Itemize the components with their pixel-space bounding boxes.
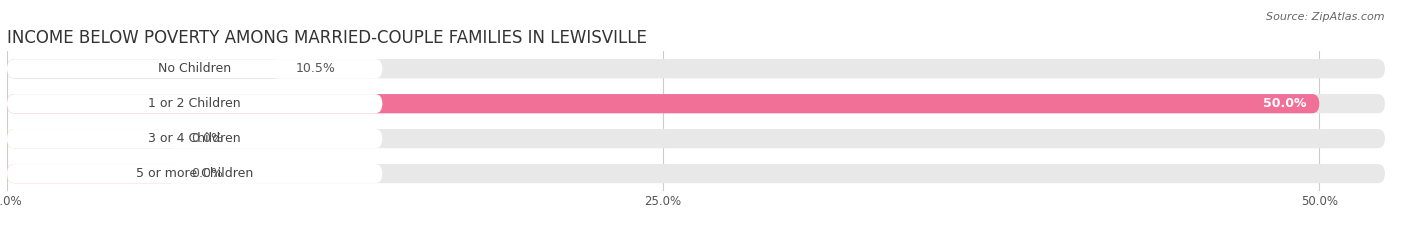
FancyBboxPatch shape — [7, 94, 382, 113]
Text: INCOME BELOW POVERTY AMONG MARRIED-COUPLE FAMILIES IN LEWISVILLE: INCOME BELOW POVERTY AMONG MARRIED-COUPL… — [7, 29, 647, 47]
Text: 10.5%: 10.5% — [295, 62, 336, 75]
FancyBboxPatch shape — [7, 164, 177, 183]
FancyBboxPatch shape — [7, 59, 283, 78]
FancyBboxPatch shape — [7, 94, 1385, 113]
Text: Source: ZipAtlas.com: Source: ZipAtlas.com — [1267, 12, 1385, 22]
Text: 5 or more Children: 5 or more Children — [136, 167, 253, 180]
FancyBboxPatch shape — [7, 129, 1385, 148]
FancyBboxPatch shape — [7, 129, 177, 148]
Text: 0.0%: 0.0% — [191, 132, 222, 145]
FancyBboxPatch shape — [7, 129, 382, 148]
Text: 50.0%: 50.0% — [1263, 97, 1306, 110]
Text: 3 or 4 Children: 3 or 4 Children — [149, 132, 240, 145]
FancyBboxPatch shape — [7, 59, 382, 78]
Text: 0.0%: 0.0% — [191, 167, 222, 180]
Text: No Children: No Children — [157, 62, 231, 75]
FancyBboxPatch shape — [7, 164, 1385, 183]
FancyBboxPatch shape — [7, 59, 1385, 78]
Text: 1 or 2 Children: 1 or 2 Children — [149, 97, 240, 110]
FancyBboxPatch shape — [7, 164, 382, 183]
FancyBboxPatch shape — [7, 94, 1319, 113]
